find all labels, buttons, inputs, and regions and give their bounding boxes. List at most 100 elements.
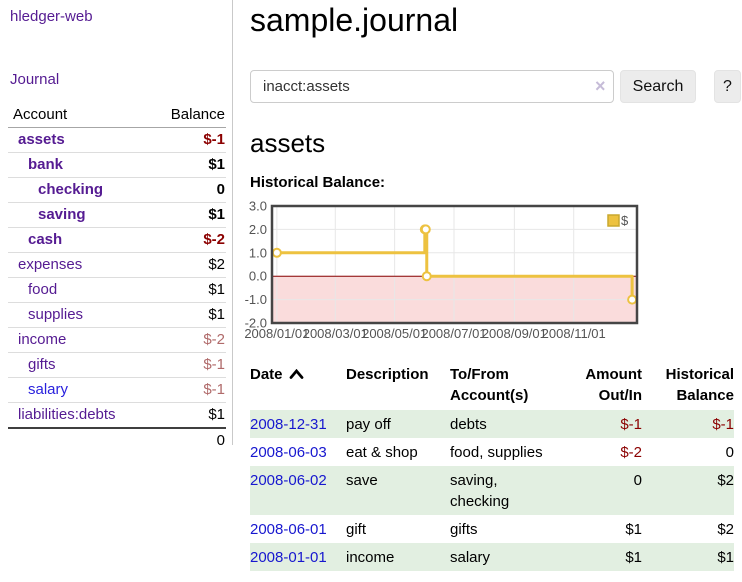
account-row-checking: checking 0 [8,177,226,203]
data-point-2008-06-03 [421,271,432,282]
account-link-bank[interactable]: bank [28,156,64,173]
search-input[interactable] [250,70,614,103]
account-link-checking[interactable]: checking [38,181,104,198]
y-tick-label: 3.0 [249,201,267,214]
transaction-date-cell: 2008-06-01 [250,515,346,543]
account-link-salary[interactable]: salary [28,381,69,398]
plot-border [270,204,639,325]
amount-column-header: Amount Out/In [585,366,642,404]
account-balance: $1 [152,202,226,228]
page-title: sample.journal [250,2,459,38]
account-row-income: income $-2 [8,327,226,353]
transaction-date-cell: 2008-01-01 [250,543,346,571]
transaction-amount: 0 [633,472,642,489]
account-balance: $-2 [152,227,226,253]
transaction-amount: $1 [625,549,642,566]
account-balance: $-2 [152,327,226,353]
date-header-label: Date [250,366,283,383]
account-balance: $-1 [152,377,226,403]
transaction-accounts: salary [450,549,491,566]
account-link-assets[interactable]: assets [18,131,65,148]
account-name-cell: gifts [8,352,153,378]
account-heading: assets [250,128,326,158]
chart-canvas: 3.0 2.0 1.0 0.0 -1.0 -2.02008/01/012008/03/01… [244,199,639,341]
transaction-description: eat & shop [346,444,418,461]
data-point-2008-06-02 [420,224,431,235]
account-name-cell: saving [8,202,153,228]
clear-search-icon[interactable]: × [595,76,606,96]
account-name-cell: supplies [8,302,153,328]
account-row-food: food $1 [8,277,226,303]
y-tick-label: 2.0 [249,222,267,237]
sidebar-item-journal[interactable]: Journal [10,71,60,88]
transaction-date-link[interactable]: 2008-01-01 [250,549,327,566]
transaction-accounts: saving, checking [450,472,510,510]
sidebar-divider [232,0,233,445]
description-column-header: Description [346,366,429,383]
account-row-cash: cash $-2 [8,227,226,253]
transaction-description: pay off [346,416,391,433]
data-point-2008-01-01 [271,247,282,258]
transaction-date-link[interactable]: 2008-12-31 [250,416,327,433]
account-name-cell: checking [8,177,153,203]
date-column-header[interactable]: Date [250,362,346,410]
account-balance: $1 [152,152,226,178]
transaction-date-link[interactable]: 2008-06-03 [250,444,327,461]
account-name-cell: salary [8,377,153,403]
account-link-supplies[interactable]: supplies [28,306,84,323]
transaction-date-cell: 2008-06-02 [250,466,346,515]
account-name-cell: liabilities:debts [8,403,152,429]
search-button[interactable]: Search [620,70,696,103]
y-tick-label: -1.0 [245,292,267,307]
accounts-total-spacer [8,427,153,453]
account-row-salary: salary $-1 [8,377,226,403]
transaction-balance: $2 [717,472,734,489]
transaction-date-link[interactable]: 2008-06-01 [250,521,327,538]
app-brand-link[interactable]: hledger-web [10,8,93,25]
register-header-row: Date Description To/From Account(s) Amou… [250,362,734,410]
account-link-income[interactable]: income [18,331,67,348]
transaction-date-cell: 2008-06-03 [250,438,346,466]
account-link-liabilities:debts[interactable]: liabilities:debts [18,406,116,423]
chart-title: Historical Balance: [250,174,386,191]
balance-column-header: Balance [152,103,226,128]
account-balance: $-1 [152,127,226,153]
transaction-amount: $-2 [620,444,642,461]
accounts-total-row: 0 [8,427,226,453]
data-point-2008-12-31 [627,294,638,305]
account-row-assets: assets $-1 [8,127,226,153]
x-tick-label: 2008/01/01 [244,326,309,341]
y-tick-label: 0.0 [249,269,267,284]
x-tick-label: 2008/09/01 [482,326,547,341]
account-column-header: Account [8,103,153,128]
account-link-saving[interactable]: saving [38,206,86,223]
account-row-supplies: supplies $1 [8,302,226,328]
account-link-expenses[interactable]: expenses [18,256,83,273]
account-balance: 0 [152,177,226,203]
x-tick-label: 2008/07/01 [421,326,486,341]
x-tick-label: 2008/11/01 [542,326,606,341]
account-link-cash[interactable]: cash [28,231,63,248]
transaction-amount: $-1 [620,416,642,433]
transaction-description: gift [346,521,367,538]
transaction-row-2008-12-31: 2008-12-31 pay off debts $-1 $-1 [250,410,734,438]
account-balance: $1 [208,406,225,423]
account-link-food[interactable]: food [28,281,58,298]
transaction-description: save [346,472,378,489]
transaction-accounts: food, supplies [450,444,543,461]
legend-label: $ [621,213,629,228]
account-name-cell: food [8,277,153,303]
accounts-table-header: Account Balance [8,103,226,128]
legend-swatch [607,214,620,227]
search-help-button[interactable]: ? [714,70,741,103]
account-row-liabilities:debts: liabilities:debts $1 [8,403,226,429]
account-row-bank: bank $1 [8,152,226,178]
transaction-balance: $-1 [712,416,734,433]
accounts-table: Account Balance assets $-1 bank $1 checking 0… [8,103,226,453]
transaction-date-link[interactable]: 2008-06-02 [250,472,327,489]
account-balance: $-1 [152,352,226,378]
historical-balance-chart: 3.0 2.0 1.0 0.0 -1.0 -2.0 2008/01/01 2008/03/01… [244,199,642,343]
account-link-gifts[interactable]: gifts [28,356,56,373]
transaction-row-2008-01-01: 2008-01-01 income salary $1 $1 [250,543,734,571]
transaction-description: income [346,549,395,566]
